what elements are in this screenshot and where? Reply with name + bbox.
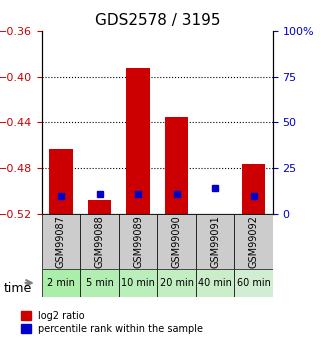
Bar xyxy=(42,269,80,297)
Text: GSM99091: GSM99091 xyxy=(210,215,220,268)
Bar xyxy=(42,214,80,269)
Bar xyxy=(196,269,234,297)
Text: GSM99090: GSM99090 xyxy=(171,215,182,268)
Bar xyxy=(234,269,273,297)
Legend: log2 ratio, percentile rank within the sample: log2 ratio, percentile rank within the s… xyxy=(21,311,204,334)
Bar xyxy=(119,269,157,297)
Text: GSM99092: GSM99092 xyxy=(248,215,259,268)
Bar xyxy=(80,269,119,297)
Bar xyxy=(204,214,227,215)
Bar xyxy=(88,200,111,214)
Text: 2 min: 2 min xyxy=(47,278,75,288)
Bar xyxy=(126,68,150,214)
Text: 10 min: 10 min xyxy=(121,278,155,288)
Title: GDS2578 / 3195: GDS2578 / 3195 xyxy=(95,13,220,29)
Bar xyxy=(80,214,119,269)
Text: GSM99088: GSM99088 xyxy=(94,215,105,268)
Text: time: time xyxy=(3,282,31,295)
Bar xyxy=(165,117,188,214)
Text: 5 min: 5 min xyxy=(86,278,113,288)
Text: 20 min: 20 min xyxy=(160,278,194,288)
Bar xyxy=(196,214,234,269)
Bar xyxy=(234,214,273,269)
Bar xyxy=(157,214,196,269)
Bar xyxy=(242,164,265,214)
Text: 60 min: 60 min xyxy=(237,278,271,288)
Text: 40 min: 40 min xyxy=(198,278,232,288)
Bar xyxy=(49,149,73,214)
Text: GSM99089: GSM99089 xyxy=(133,215,143,268)
Bar xyxy=(119,214,157,269)
Text: GSM99087: GSM99087 xyxy=(56,215,66,268)
Bar xyxy=(157,269,196,297)
